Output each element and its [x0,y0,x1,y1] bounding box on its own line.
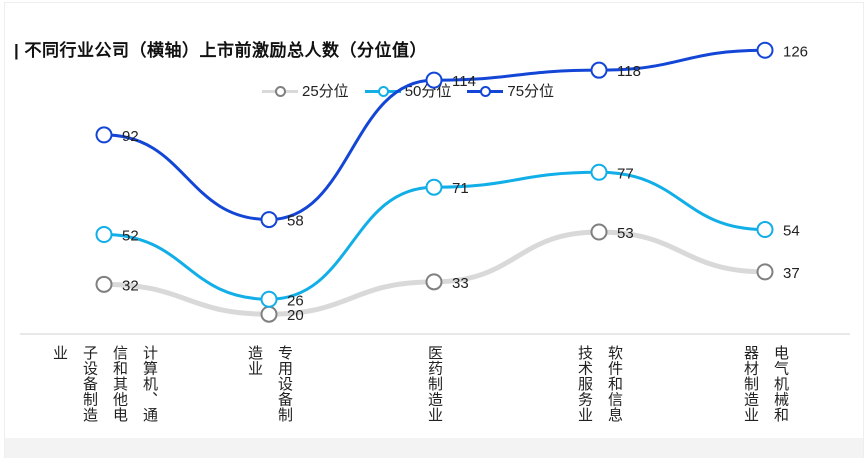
legend-marker [480,85,492,97]
data-point [425,273,443,291]
data-label: 37 [783,265,800,282]
legend-label: 75分位 [507,83,555,100]
data-label: 77 [617,165,634,182]
data-point [425,178,443,196]
legend-marker [377,85,389,97]
legend-item[interactable]: 75分位 [467,80,554,101]
bottom-band [5,438,863,458]
data-label: 92 [122,128,139,145]
data-point [95,275,113,293]
data-point [260,305,278,323]
x-tick-label-line: 子设备制造 [81,345,98,423]
title-text: 不同行业公司（横轴）上市前激励总人数（分位值） [24,41,427,60]
data-label: 20 [287,307,304,324]
x-tick-label-line: 电气机械和 [772,345,789,423]
data-label: 32 [122,277,139,294]
x-tick-label: 电气机械和 器材制造业 [735,345,795,423]
legend-item[interactable]: 50分位 [364,80,452,101]
series-line-2 [102,48,767,222]
legend-marker [275,85,286,97]
series-line-0 [101,229,768,317]
x-tick-label: 医药制造业 [419,345,449,423]
x-tick-label-line: 计算机、通 [141,345,158,423]
chart-title: | 不同行业公司（横轴）上市前激励总人数（分位值） [14,36,427,61]
data-point [756,41,774,59]
x-tick-label: 专用设备制 造业 [239,345,299,423]
legend-item[interactable]: 25分位 [262,80,349,101]
x-tick-label: 计算机、通 信和其他电 子设备制造业 [44,345,164,423]
data-point [425,71,443,89]
data-point [590,61,608,79]
series-line-1 [102,170,767,301]
x-tick-label-line: 技术服务业 [576,345,593,423]
data-point [590,163,608,181]
x-tick-label-line: 专用设备制 [276,345,293,423]
data-label: 54 [783,223,800,240]
x-tick-label-line: 器材制造业 [742,345,759,423]
legend-label: 25分位 [302,83,349,100]
data-label: 53 [617,225,634,242]
data-point [590,223,608,241]
legend-swatch [262,84,298,98]
data-label: 33 [452,275,469,292]
x-tick-label-line: 业 [51,345,68,361]
data-point [756,221,774,239]
data-label: 114 [452,73,476,90]
x-tick-label-line: 造业 [246,345,263,376]
x-tick-label: 软件和信息 技术服务业 [569,345,629,423]
x-tick-label-line: 医药制造业 [426,345,443,423]
x-tick-label-line: 软件和信息 [606,345,623,423]
data-point [260,211,278,229]
legend-swatch [467,84,504,98]
data-point [95,226,113,244]
data-point [95,126,113,144]
data-label: 26 [287,292,304,309]
data-label: 58 [287,213,304,230]
legend-label: 50分位 [404,83,452,100]
data-point [260,290,278,308]
data-label: 126 [783,43,808,60]
data-label: 52 [122,228,139,245]
data-point [756,263,774,281]
legend: 25分位 50分位 75分位 [262,80,554,101]
data-label: 71 [452,180,469,197]
legend-swatch [364,84,401,98]
x-tick-label-line: 信和其他电 [111,345,128,423]
title-bar: | [14,41,25,60]
data-label: 118 [617,63,641,80]
